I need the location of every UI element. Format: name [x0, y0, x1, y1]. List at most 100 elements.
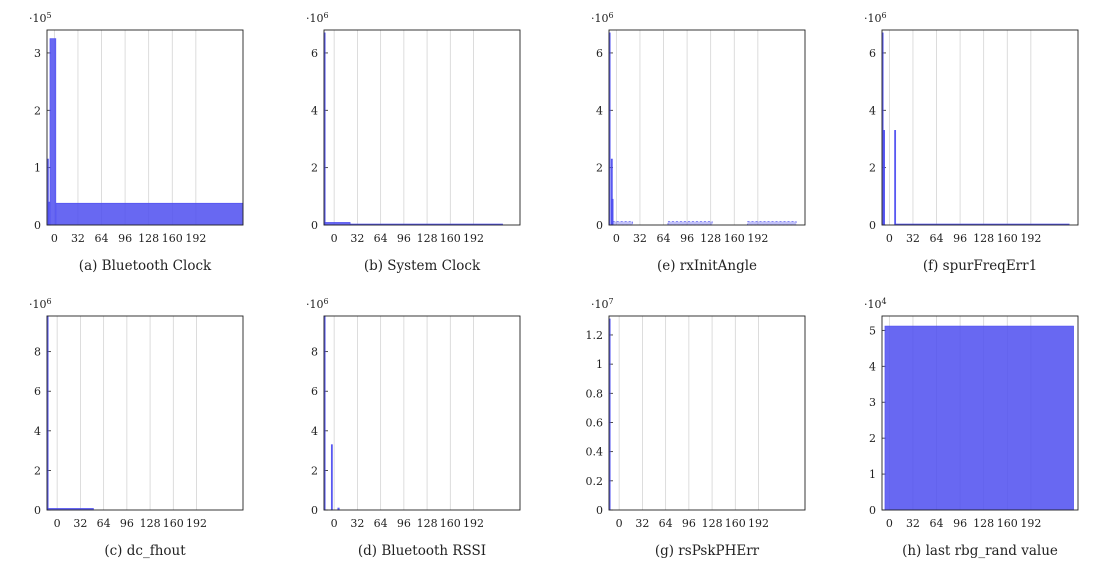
x-tick-label: 64: [659, 517, 673, 530]
x-tick-label: 96: [953, 517, 967, 530]
panel-caption: (d) Bluetooth RSSI: [358, 543, 486, 559]
x-tick-label: 32: [635, 517, 649, 530]
x-tick-label: 160: [163, 517, 184, 530]
x-tick-label: 0: [331, 232, 338, 245]
x-tick-label: 0: [613, 232, 620, 245]
histogram-bar: [611, 198, 614, 226]
x-tick-label: 0: [886, 232, 893, 245]
x-tick-label: 0: [51, 232, 58, 245]
histogram-bar: [667, 221, 713, 226]
histogram-bar: [747, 221, 797, 226]
chart-panel-f: 0 32 64 96 128 160 192 0 2 4 6 ·106 (f) spurFreqErr1: [864, 11, 1079, 274]
chart-panel-c: 0 32 64 96 128 160 192 0 2 4 6 8 ·106 (c) dc_fhout: [29, 297, 244, 559]
y-tick-label: 2: [311, 162, 318, 175]
x-tick-label: 64: [95, 232, 109, 245]
axis-frame: [608, 315, 806, 511]
y-tick-label: 4: [869, 104, 876, 117]
histogram-bar: [883, 130, 885, 226]
axis-frame: [881, 29, 1079, 226]
x-tick-label: 96: [120, 517, 134, 530]
chart-panel-a: 0 32 64 96 128 160 192 0 1 2 3 ·105 (a) Bluetooth Cl…: [29, 11, 244, 274]
x-tick-label: 160: [440, 517, 461, 530]
x-tick-label: 96: [682, 517, 696, 530]
y-tick-label: 0: [311, 504, 318, 517]
y-tick-label: 6: [311, 47, 318, 60]
panel-caption: (c) dc_fhout: [104, 543, 186, 559]
y-tick-label: 3: [34, 47, 41, 60]
y-tick-label: 6: [869, 47, 876, 60]
x-tick-label: 96: [953, 232, 967, 245]
y-tick-label: 6: [596, 47, 603, 60]
axis-multiplier: ·106: [306, 297, 329, 311]
x-tick-label: 192: [463, 517, 484, 530]
x-tick-label: 192: [1020, 232, 1041, 245]
x-tick-label: 0: [886, 517, 893, 530]
axis-multiplier: ·104: [864, 297, 887, 311]
axis-multiplier: ·107: [591, 297, 614, 311]
y-tick-label: 1: [869, 468, 876, 481]
y-tick-label: 2: [311, 464, 318, 477]
x-tick-label: 0: [54, 517, 61, 530]
x-tick-label: 32: [71, 232, 85, 245]
x-tick-label: 160: [440, 232, 461, 245]
x-tick-label: 160: [725, 517, 746, 530]
x-tick-label: 64: [657, 232, 671, 245]
y-tick-label: 6: [311, 385, 318, 398]
y-tick-label: 0: [596, 219, 603, 232]
x-tick-label: 128: [973, 517, 994, 530]
axis-frame: [608, 29, 806, 226]
x-tick-label: 64: [374, 517, 388, 530]
y-tick-label: 4: [869, 360, 876, 373]
y-tick-label: 0.8: [586, 387, 604, 400]
x-tick-label: 64: [374, 232, 388, 245]
axis-multiplier: ·106: [591, 11, 614, 25]
histogram-bar: [49, 38, 57, 226]
y-tick-label: 0.6: [586, 416, 604, 429]
x-tick-label: 32: [633, 232, 647, 245]
y-tick-label: 2: [869, 162, 876, 175]
x-tick-label: 160: [997, 232, 1018, 245]
x-tick-label: 128: [417, 517, 438, 530]
x-tick-label: 192: [747, 232, 768, 245]
x-tick-label: 96: [397, 517, 411, 530]
x-tick-label: 192: [185, 232, 206, 245]
chart-panel-e: 0 32 64 96 128 160 192 0 2 4 6 ·106 (e) rxInitAngle: [591, 11, 806, 274]
y-tick-label: 6: [34, 385, 41, 398]
axis-frame: [46, 315, 244, 511]
y-tick-label: 0: [596, 504, 603, 517]
histogram-bar: [55, 202, 244, 226]
y-tick-label: 0: [34, 504, 41, 517]
x-tick-label: 32: [906, 232, 920, 245]
panel-caption: (f) spurFreqErr1: [923, 258, 1037, 274]
histogram-bar: [894, 130, 897, 226]
y-tick-label: 0: [34, 219, 41, 232]
axis-multiplier: ·106: [29, 297, 52, 311]
x-tick-label: 96: [118, 232, 132, 245]
x-tick-label: 32: [73, 517, 87, 530]
x-tick-label: 128: [417, 232, 438, 245]
x-tick-label: 128: [700, 232, 721, 245]
x-tick-label: 128: [702, 517, 723, 530]
axis-frame: [323, 29, 521, 226]
axis-multiplier: ·106: [864, 11, 887, 25]
x-tick-label: 64: [930, 517, 944, 530]
chart-panel-h: 0 32 64 96 128 160 192 0 1 2 3 4 5 ·104 (h) last rbg_r…: [864, 297, 1079, 559]
y-tick-label: 0: [311, 219, 318, 232]
x-tick-label: 32: [906, 517, 920, 530]
histogram-bar: [330, 444, 333, 511]
y-tick-label: 2: [34, 104, 41, 117]
y-tick-label: 1: [596, 358, 603, 371]
y-tick-label: 0: [869, 504, 876, 517]
x-tick-label: 96: [680, 232, 694, 245]
y-tick-label: 3: [869, 396, 876, 409]
chart-panel-g: 0 32 64 96 128 160 192 0 0.2 0.4 0.6 0.8 1 1.2 ·107 (g)…: [586, 297, 806, 559]
x-tick-label: 160: [724, 232, 745, 245]
x-tick-label: 32: [350, 232, 364, 245]
axis-frame: [881, 315, 1079, 511]
histogram-bar: [884, 325, 1074, 511]
axis-frame: [323, 315, 521, 511]
panel-caption: (a) Bluetooth Clock: [79, 258, 212, 274]
y-tick-label: 8: [311, 346, 318, 359]
x-tick-label: 192: [463, 232, 484, 245]
